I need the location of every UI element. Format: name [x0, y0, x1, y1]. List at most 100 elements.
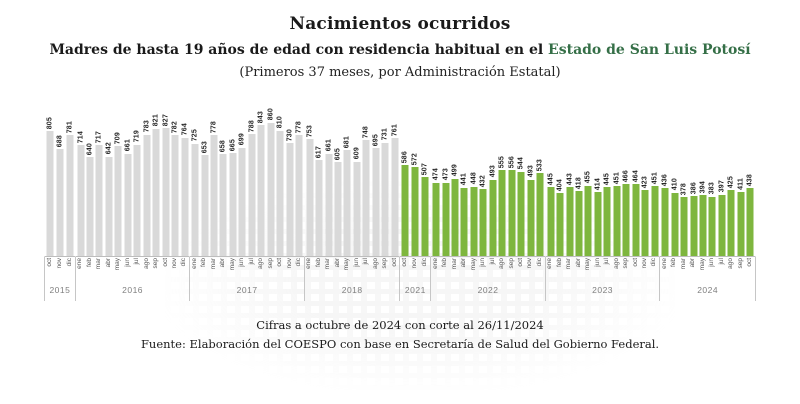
month-label: oct: [517, 257, 526, 284]
bar-2022-feb: [442, 182, 449, 256]
bar-2023-abr: [575, 191, 583, 256]
year-label-2021: 2021: [404, 285, 426, 295]
month-label: nov: [526, 257, 535, 284]
bar-slot: 544: [517, 91, 526, 256]
month-label: mar: [324, 257, 333, 284]
value-label: 383: [708, 182, 716, 195]
bar-slot: 605: [333, 91, 342, 256]
month-label-text: sep: [507, 258, 515, 269]
bar-2022-abr: [460, 187, 468, 256]
year-label-2024: 2024: [697, 285, 719, 295]
month-label-text: jul: [362, 258, 370, 265]
value-label: 782: [171, 120, 179, 133]
bar-2018-abr: [334, 162, 342, 256]
month-label-text: may: [584, 258, 592, 271]
bar-2022-sep: [508, 169, 516, 256]
bar-slot: 451: [650, 91, 659, 256]
value-label: 410: [671, 178, 679, 191]
month-label: ago: [612, 257, 621, 284]
bar-slot: 445: [546, 91, 555, 256]
month-label-text: abr: [574, 258, 582, 268]
bar-slot: 778: [209, 91, 218, 256]
bar-slot: 474: [431, 91, 440, 256]
month-label-text: may: [343, 258, 351, 271]
value-label: 617: [315, 146, 323, 159]
bar-2024-ene: [661, 188, 669, 256]
month-label-text: ago: [371, 258, 379, 269]
value-label: 665: [229, 138, 237, 151]
month-label-text: nov: [170, 258, 178, 269]
bar-slot: 455: [584, 91, 593, 256]
month-label: dic: [420, 257, 430, 284]
bar-2024-oct: [746, 188, 754, 256]
year-label-2015: 2015: [49, 285, 71, 295]
bar-2018-oct: [391, 138, 399, 256]
year-group-2017: 725 653 778 658 665 699 788 843 860 810 730 778 ene f…: [189, 91, 304, 301]
bar-slot: 642: [104, 91, 113, 256]
month-labels-row: ene feb mar abr may jun jul ago sep oct: [660, 257, 755, 284]
subtitle-text: Madres de hasta 19 años de edad con resi…: [49, 42, 549, 58]
month-label: abr: [219, 257, 228, 284]
bar-slot: 533: [535, 91, 544, 256]
bar-slot: 410: [670, 91, 679, 256]
month-label: mar: [450, 257, 459, 284]
value-label: 455: [584, 171, 592, 184]
value-label: 653: [201, 140, 209, 153]
month-label-text: oct: [401, 258, 409, 267]
month-label-text: feb: [314, 258, 322, 268]
value-label: 761: [391, 123, 399, 136]
bar-slot: 658: [219, 91, 228, 256]
bar-2016-jun: [124, 153, 132, 256]
bar-2023-jun: [594, 191, 602, 256]
month-label: feb: [441, 257, 450, 284]
month-label: nov: [285, 257, 294, 284]
subtitle-highlight-state: Estado de San Luis Potosí: [548, 42, 751, 58]
bar-slot: 661: [123, 91, 132, 256]
month-label: ago: [727, 257, 736, 284]
year-group-2024: 436 410 378 386 394 383 397 425 411 438 ene feb mar a…: [659, 91, 756, 301]
value-label: 764: [181, 123, 189, 136]
year-group-2021: 586 572 507 oct nov dic 2021: [399, 91, 431, 301]
plot-area-2023: 445 404 443 418 455 414 445 451 466 464 423 451: [544, 91, 660, 257]
month-label: nov: [171, 257, 180, 284]
bar-slot: 432: [479, 91, 488, 256]
bar-slot: 731: [381, 91, 390, 256]
bar-slot: 572: [410, 91, 420, 256]
month-label-text: jul: [488, 258, 496, 265]
bar-slot: 640: [85, 91, 94, 256]
bar-2017-mar: [210, 135, 218, 256]
month-label: ago: [498, 257, 507, 284]
month-label-text: dic: [650, 258, 658, 267]
chart-footer: Cifras a octubre de 2024 con corte al 26…: [0, 318, 800, 351]
month-label-text: ago: [727, 258, 735, 269]
month-label: sep: [622, 257, 631, 284]
month-label: jul: [247, 257, 256, 284]
month-label: sep: [736, 257, 745, 284]
month-label-text: oct: [517, 258, 524, 267]
value-label: 423: [641, 176, 649, 189]
month-label: abr: [574, 257, 583, 284]
year-group-2022: 474 473 499 441 448 432 493 555 556 544 493 533 ene f…: [430, 91, 545, 301]
month-label-text: oct: [631, 258, 639, 267]
month-label-text: nov: [411, 258, 419, 269]
bar-2022-may: [470, 186, 478, 256]
value-label: 605: [334, 147, 342, 161]
year-label-2016: 2016: [122, 285, 144, 295]
footer-source-note: Fuente: Elaboración del COESPO con base …: [140, 337, 660, 351]
bar-slot: 441: [460, 91, 469, 256]
value-label: 555: [498, 155, 506, 168]
month-label: ago: [142, 257, 151, 284]
month-label: may: [698, 257, 707, 284]
month-label-text: oct: [746, 258, 754, 267]
bar-slot: 386: [689, 91, 698, 256]
bar-2018-ago: [372, 148, 380, 256]
bar-slot: 499: [450, 91, 459, 256]
month-labels-row: oct nov dic: [400, 257, 430, 284]
month-label: jun: [479, 257, 488, 284]
bar-2017-abr: [219, 154, 227, 256]
month-label: mar: [95, 257, 104, 284]
month-label: sep: [266, 257, 275, 284]
plot-area-2021: 586 572 507: [399, 91, 431, 257]
bar-2023-mar: [566, 187, 573, 256]
plot-area-2018: 753 617 661 605 681 609 748 695 731 761: [303, 91, 400, 257]
